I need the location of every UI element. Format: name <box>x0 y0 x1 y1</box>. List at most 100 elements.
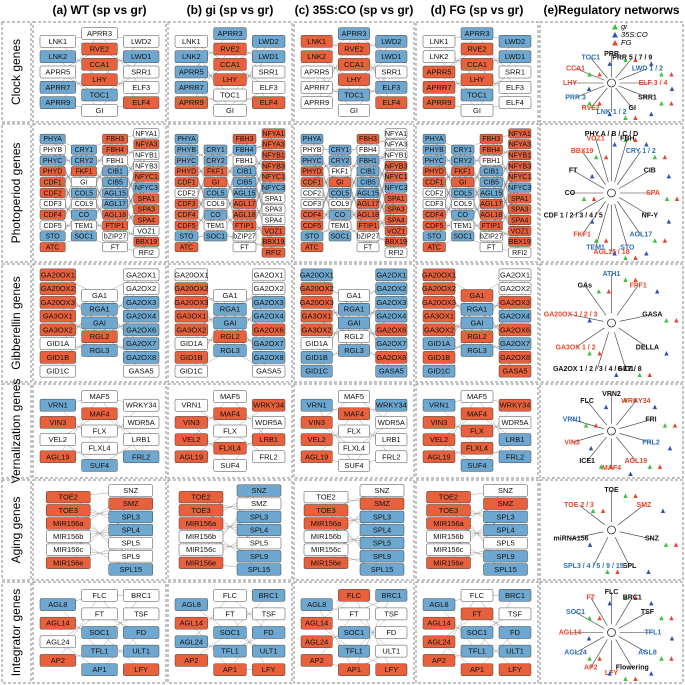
gene-label: WRKY34 <box>376 401 407 410</box>
gene-node <box>71 188 97 198</box>
gene-node <box>174 268 208 282</box>
gene-node <box>303 556 349 569</box>
regulator-label: TFL1 <box>645 629 662 636</box>
gene-label: GA3OX1 <box>302 312 332 321</box>
gene-label: SPL4 <box>122 525 140 534</box>
status-triangle <box>590 508 596 514</box>
regulator-label: FKF1 <box>573 232 591 239</box>
regulation-arrow <box>618 327 648 348</box>
status-triangle <box>654 288 660 294</box>
gene-node <box>81 88 118 102</box>
panel-border <box>293 581 415 684</box>
regulator-label: PRR 5 / 7 / 9 <box>612 55 652 62</box>
gene-node <box>338 441 370 455</box>
edge <box>438 33 478 88</box>
gene-node <box>384 128 408 139</box>
gene-label: NFYC1 <box>135 174 158 181</box>
regulator-label: TOE <box>604 487 619 494</box>
regulation-arrow <box>581 151 606 185</box>
gene-node <box>460 441 494 455</box>
panel-border <box>415 383 539 479</box>
gene-label: APRR5 <box>45 67 70 76</box>
gene-label: WDR5A <box>255 418 282 427</box>
gene-node <box>261 128 286 139</box>
gene-label: FTIP1 <box>482 223 501 230</box>
status-triangle <box>587 317 592 323</box>
gene-label: TEM1 <box>331 223 350 230</box>
gene-node <box>300 96 333 109</box>
gene-node <box>356 231 380 242</box>
gene-node <box>133 204 160 215</box>
gene-node <box>422 220 446 231</box>
gene-label: COL5 <box>331 190 349 197</box>
edge <box>353 405 392 466</box>
gene-node <box>359 510 405 523</box>
gene-node <box>102 242 128 253</box>
regulator-label: DELLA <box>636 344 659 351</box>
gene-label: SOC1 <box>220 628 240 637</box>
gene-label: SOC1 <box>453 234 472 241</box>
status-triangle <box>662 154 668 160</box>
gene-node <box>123 268 160 282</box>
gene-node <box>460 316 494 330</box>
gene-node <box>232 209 257 220</box>
regulation-arrow <box>616 285 639 316</box>
status-triangle <box>603 404 609 410</box>
panel-border <box>32 263 167 383</box>
row-label-box <box>1 383 32 479</box>
regulator-label: NF-Y <box>642 212 659 219</box>
edge <box>476 595 516 652</box>
gene-node <box>338 607 370 621</box>
gene-node <box>460 104 494 117</box>
gene-node <box>81 644 118 658</box>
gene-label: SPL15 <box>248 565 271 574</box>
gene-label: SPA1 <box>265 196 282 203</box>
gene-label: MIR156a <box>311 519 342 528</box>
gene-node <box>81 27 118 40</box>
regulator-label: WRKY34 <box>621 398 650 405</box>
gene-node <box>39 323 76 337</box>
status-triangle <box>652 238 658 243</box>
gene-label: APRR3 <box>87 29 112 38</box>
gene-label: SPL3 <box>122 512 140 521</box>
gene-label: MIR156b <box>311 532 341 541</box>
gene-node <box>39 309 76 323</box>
gene-node <box>123 626 160 639</box>
status-triangle <box>669 101 674 106</box>
regulator-label: VIN3 <box>564 439 580 446</box>
gene-label: TFL1 <box>468 647 486 656</box>
gene-node <box>375 337 408 350</box>
gene-node <box>359 563 405 576</box>
gene-node <box>39 433 76 446</box>
gene-label: PHYC <box>177 158 196 165</box>
status-triangle <box>659 656 664 661</box>
gene-node <box>508 247 532 258</box>
gene-label: MIR156e <box>433 558 463 567</box>
status-triangle <box>603 238 609 243</box>
gene-label: FBH3 <box>236 136 254 143</box>
gene-node <box>174 177 199 188</box>
gene-label: ATC <box>46 245 59 252</box>
edge <box>476 405 516 449</box>
gene-label: FTIP1 <box>106 223 125 230</box>
gene-label: GA2OX4 <box>126 312 156 321</box>
gene-node <box>483 497 528 510</box>
gene-node <box>133 128 160 139</box>
network-edges <box>311 133 397 253</box>
gene-label: APRR7 <box>45 83 70 92</box>
gene-node <box>39 198 66 209</box>
gene-node <box>102 177 128 188</box>
regulation-arrow <box>617 504 645 526</box>
status-triangle <box>649 111 654 117</box>
gene-node <box>133 150 160 161</box>
column-header: (c) 35S:CO (sp vs gr) <box>295 3 414 17</box>
status-triangle <box>603 154 609 160</box>
gene-label: COL9 <box>331 201 349 208</box>
gene-label: GI <box>459 180 466 187</box>
gene-label: FBH4 <box>482 147 500 154</box>
status-triangle <box>588 445 594 451</box>
gene-node <box>338 303 370 316</box>
gene-node <box>451 166 475 177</box>
gene-label: GA3OX1 <box>424 312 454 321</box>
status-triangle <box>623 277 628 282</box>
